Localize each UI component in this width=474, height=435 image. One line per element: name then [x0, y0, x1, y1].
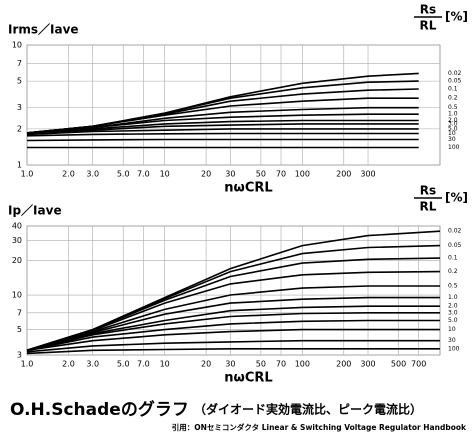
y-tick-label: 2 [17, 124, 22, 133]
legend-label: 0.1 [448, 85, 458, 92]
x-tick-label: 2.0 [62, 360, 75, 369]
legend-label: 10 [448, 130, 456, 137]
legend-label: 0.05 [448, 78, 462, 85]
x-tick-label: 5.0 [117, 360, 130, 369]
curve [26, 119, 419, 134]
curve [26, 138, 419, 142]
y-tick-label: 7 [17, 59, 22, 68]
curve [26, 339, 440, 353]
legend-label: 0.05 [448, 242, 462, 249]
x-tick-label: 100 [295, 170, 310, 179]
x-tick-label: 500 [391, 360, 406, 369]
x-tick-label: 50 [256, 170, 266, 179]
x-tick-label: 10 [160, 360, 170, 369]
x-tick-label: 2.0 [62, 170, 75, 179]
x-tick-label: 300 [360, 360, 375, 369]
legend-label: 0.5 [448, 104, 458, 111]
x-tick-label: 300 [360, 170, 375, 179]
x-tick-label: 1.0 [21, 360, 34, 369]
curve [26, 312, 440, 352]
y-tick-label: 10 [12, 41, 22, 50]
curve [26, 128, 419, 136]
x-tick-label: 7.0 [137, 360, 150, 369]
x-tick-label: 20 [201, 360, 211, 369]
y-axis-label: Ip／Iave [8, 203, 62, 218]
curve [26, 328, 440, 352]
x-tick-label: 50 [256, 360, 266, 369]
x-tick-label: 200 [336, 360, 351, 369]
y-tick-label: 7 [17, 308, 22, 317]
legend-label: 0.1 [448, 255, 458, 262]
y-tick-label: 3 [17, 103, 22, 112]
curve [26, 296, 440, 352]
y-axis-label: Irms／Iave [8, 22, 79, 37]
legend-label: 0.02 [448, 70, 462, 77]
y-tick-label: 5 [17, 77, 22, 86]
legend-label: 3.0 [448, 120, 458, 127]
x-tick-label: 7.0 [137, 170, 150, 179]
curve [26, 270, 441, 352]
curve [26, 348, 440, 355]
legend-title-numerator: Rs [420, 3, 436, 17]
x-tick-label: 5.0 [117, 170, 130, 179]
curve [26, 285, 440, 352]
x-tick-label: 30 [225, 360, 235, 369]
x-tick-label: 1.0 [21, 170, 34, 179]
x-axis-label: nωCRL [224, 371, 272, 386]
y-tick-label: 20 [12, 256, 22, 265]
footer-credit: 引用：ONセミコンダクタ Linear & Switching Voltage … [172, 422, 467, 432]
legend-label: 0.5 [448, 282, 458, 289]
y-tick-label: 3 [17, 351, 22, 360]
x-tick-label: 200 [336, 170, 351, 179]
legend-label: 30 [448, 136, 456, 143]
x-tick-label: 100 [295, 360, 310, 369]
y-tick-label: 40 [12, 222, 22, 231]
y-tick-label: 10 [12, 291, 22, 300]
legend-label: 100 [448, 144, 460, 151]
legend-label: 0.02 [448, 228, 462, 235]
curve [26, 319, 440, 352]
y-tick-label: 30 [12, 236, 22, 245]
legend-label: 0.2 [448, 95, 458, 102]
x-axis-label: nωCRL [224, 181, 272, 196]
footer-subtitle: （ダイオード実効電流比、ピーク電流比） [194, 402, 422, 417]
x-tick-label: 20 [201, 170, 211, 179]
footer-title: O.H.Schadeのグラフ [10, 399, 189, 420]
x-tick-label: 700 [411, 360, 426, 369]
legend-label: 5.0 [448, 125, 458, 132]
legend-label: 5.0 [448, 317, 458, 324]
curve [26, 113, 419, 134]
legend-title-unit: [%] [445, 10, 468, 24]
legend-title-denominator: RL [420, 200, 437, 214]
legend-title-numerator: Rs [420, 184, 436, 198]
legend-label: 1.0 [448, 294, 458, 301]
legend-label: 3.0 [448, 309, 458, 316]
curve [26, 257, 441, 352]
x-tick-label: 30 [225, 170, 235, 179]
y-tick-label: 5 [17, 325, 22, 334]
x-tick-label: 3.0 [86, 170, 99, 179]
legend-label: 2.0 [448, 117, 458, 124]
legend-label: 10 [448, 326, 456, 333]
curve [26, 97, 419, 134]
curve [26, 132, 419, 137]
legend-label: 2.0 [448, 303, 458, 310]
legend-label: 1.0 [448, 111, 458, 118]
legend-label: 30 [448, 337, 456, 344]
x-tick-label: 10 [160, 170, 170, 179]
legend-title-unit: [%] [445, 191, 468, 205]
x-tick-label: 3.0 [86, 360, 99, 369]
x-tick-label: 70 [276, 170, 286, 179]
legend-label: 0.2 [448, 268, 458, 275]
legend-label: 100 [448, 345, 460, 352]
x-tick-label: 70 [276, 360, 286, 369]
curve [26, 305, 440, 352]
legend-title-denominator: RL [420, 19, 437, 33]
curve [26, 123, 419, 134]
y-tick-label: 1 [17, 161, 22, 170]
